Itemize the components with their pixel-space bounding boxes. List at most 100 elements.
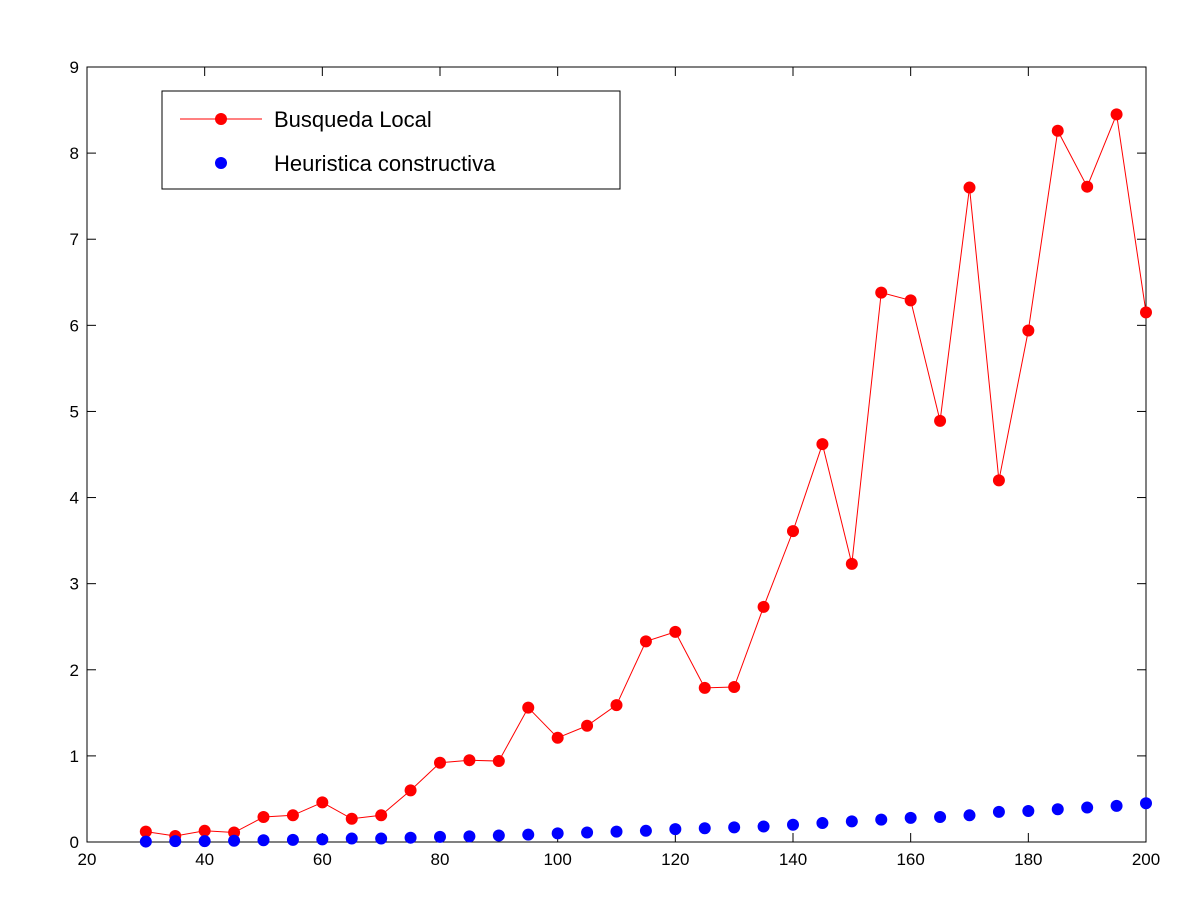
data-point-busqueda-local <box>198 824 211 837</box>
data-point-heuristica-constructiva <box>434 830 446 843</box>
data-point-busqueda-local <box>522 701 535 714</box>
data-point-busqueda-local <box>257 811 270 824</box>
y-tick-label: 2 <box>70 661 79 680</box>
y-tick-label: 7 <box>70 230 79 249</box>
data-point-heuristica-constructiva <box>581 826 594 839</box>
data-point-busqueda-local <box>728 681 741 693</box>
data-point-busqueda-local <box>551 731 564 744</box>
data-point-busqueda-local <box>434 756 446 769</box>
data-point-heuristica-constructiva <box>139 835 152 848</box>
plot-frame <box>86 66 1147 843</box>
data-point-busqueda-local <box>610 699 623 712</box>
legend-box <box>161 90 621 190</box>
data-point-heuristica-constructiva <box>963 809 976 822</box>
data-point-heuristica-constructiva <box>1051 803 1064 816</box>
legend-label-busqueda-local: Busqueda Local <box>274 107 432 132</box>
data-point-busqueda-local <box>963 181 976 194</box>
data-point-busqueda-local <box>1110 108 1123 121</box>
series-busqueda-local <box>139 108 1152 842</box>
legend-marker-busqueda-local <box>215 113 227 125</box>
data-point-heuristica-constructiva <box>492 829 505 842</box>
data-point-busqueda-local <box>345 812 358 825</box>
data-point-busqueda-local <box>698 681 711 694</box>
y-tick-label: 3 <box>70 575 79 594</box>
data-point-heuristica-constructiva <box>757 820 770 833</box>
data-point-busqueda-local <box>286 809 299 822</box>
data-point-busqueda-local <box>639 635 652 648</box>
x-tick-label: 120 <box>661 850 689 869</box>
data-point-busqueda-local <box>316 796 329 809</box>
data-point-busqueda-local <box>757 600 770 613</box>
data-point-busqueda-local <box>581 719 594 732</box>
data-point-heuristica-constructiva <box>257 834 270 847</box>
data-point-heuristica-constructiva <box>875 813 888 826</box>
x-tick-label: 160 <box>896 850 924 869</box>
data-point-busqueda-local <box>934 414 947 427</box>
data-point-busqueda-local <box>787 525 799 538</box>
x-tick-label: 100 <box>543 850 571 869</box>
data-point-heuristica-constructiva <box>610 825 623 838</box>
data-point-busqueda-local <box>669 625 682 638</box>
data-point-heuristica-constructiva <box>522 828 535 841</box>
data-point-busqueda-local <box>845 557 858 570</box>
series-heuristica-constructiva <box>139 797 1152 848</box>
y-tick-label: 8 <box>70 144 79 163</box>
x-tick-label: 200 <box>1132 850 1160 869</box>
y-tick-label: 9 <box>70 58 79 77</box>
data-point-busqueda-local <box>139 825 152 838</box>
y-tick-label: 6 <box>70 316 79 335</box>
data-point-heuristica-constructiva <box>698 822 711 835</box>
data-point-busqueda-local <box>1051 124 1064 137</box>
data-point-heuristica-constructiva <box>375 832 388 845</box>
data-point-heuristica-constructiva <box>169 835 182 848</box>
data-point-heuristica-constructiva <box>728 821 741 834</box>
y-tick-label: 4 <box>70 489 79 508</box>
data-point-busqueda-local <box>1140 306 1152 319</box>
data-point-heuristica-constructiva <box>904 811 917 824</box>
x-tick-label: 80 <box>431 850 450 869</box>
legend-label-heuristica-constructiva: Heuristica constructiva <box>274 151 496 176</box>
data-point-heuristica-constructiva <box>992 805 1005 818</box>
data-point-heuristica-constructiva <box>551 827 564 840</box>
data-point-heuristica-constructiva <box>787 818 799 831</box>
data-point-busqueda-local <box>875 286 888 299</box>
x-tick-label: 140 <box>779 850 807 869</box>
plot-area <box>139 108 1152 848</box>
x-tick-label: 20 <box>78 850 97 869</box>
data-point-heuristica-constructiva <box>316 833 329 846</box>
y-tick-label: 5 <box>70 402 79 421</box>
data-point-busqueda-local <box>404 784 417 797</box>
data-point-heuristica-constructiva <box>1081 801 1094 814</box>
data-point-heuristica-constructiva <box>345 832 358 845</box>
data-point-busqueda-local <box>992 474 1005 487</box>
x-tick-label: 40 <box>195 850 214 869</box>
data-point-heuristica-constructiva <box>1110 799 1123 812</box>
data-point-heuristica-constructiva <box>198 835 211 848</box>
data-point-heuristica-constructiva <box>1022 805 1035 817</box>
data-point-heuristica-constructiva <box>463 830 476 843</box>
data-point-heuristica-constructiva <box>228 834 241 847</box>
data-point-heuristica-constructiva <box>816 817 829 830</box>
data-point-busqueda-local <box>1022 324 1035 337</box>
data-point-heuristica-constructiva <box>934 811 947 824</box>
data-point-heuristica-constructiva <box>286 833 299 846</box>
data-point-busqueda-local <box>492 755 505 768</box>
data-point-heuristica-constructiva <box>669 823 682 836</box>
legend: Busqueda Local Heuristica constructiva <box>161 90 621 190</box>
data-point-busqueda-local <box>463 754 476 767</box>
data-point-busqueda-local <box>1081 180 1094 193</box>
x-tick-label: 180 <box>1014 850 1042 869</box>
legend-marker-heuristica-constructiva <box>215 157 227 169</box>
axes: 20 40 60 80 100 120 140 160 180 200 0 1 2 3 4 5 6 7 8 9 <box>70 58 1161 869</box>
data-point-busqueda-local <box>904 294 917 307</box>
data-point-busqueda-local <box>375 809 388 822</box>
data-point-heuristica-constructiva <box>845 815 858 828</box>
data-point-busqueda-local <box>816 438 829 451</box>
y-tick-label: 1 <box>70 747 79 766</box>
y-tick-label: 0 <box>70 833 79 852</box>
data-point-heuristica-constructiva <box>639 824 652 837</box>
data-point-heuristica-constructiva <box>1140 797 1152 810</box>
data-point-heuristica-constructiva <box>404 831 417 844</box>
